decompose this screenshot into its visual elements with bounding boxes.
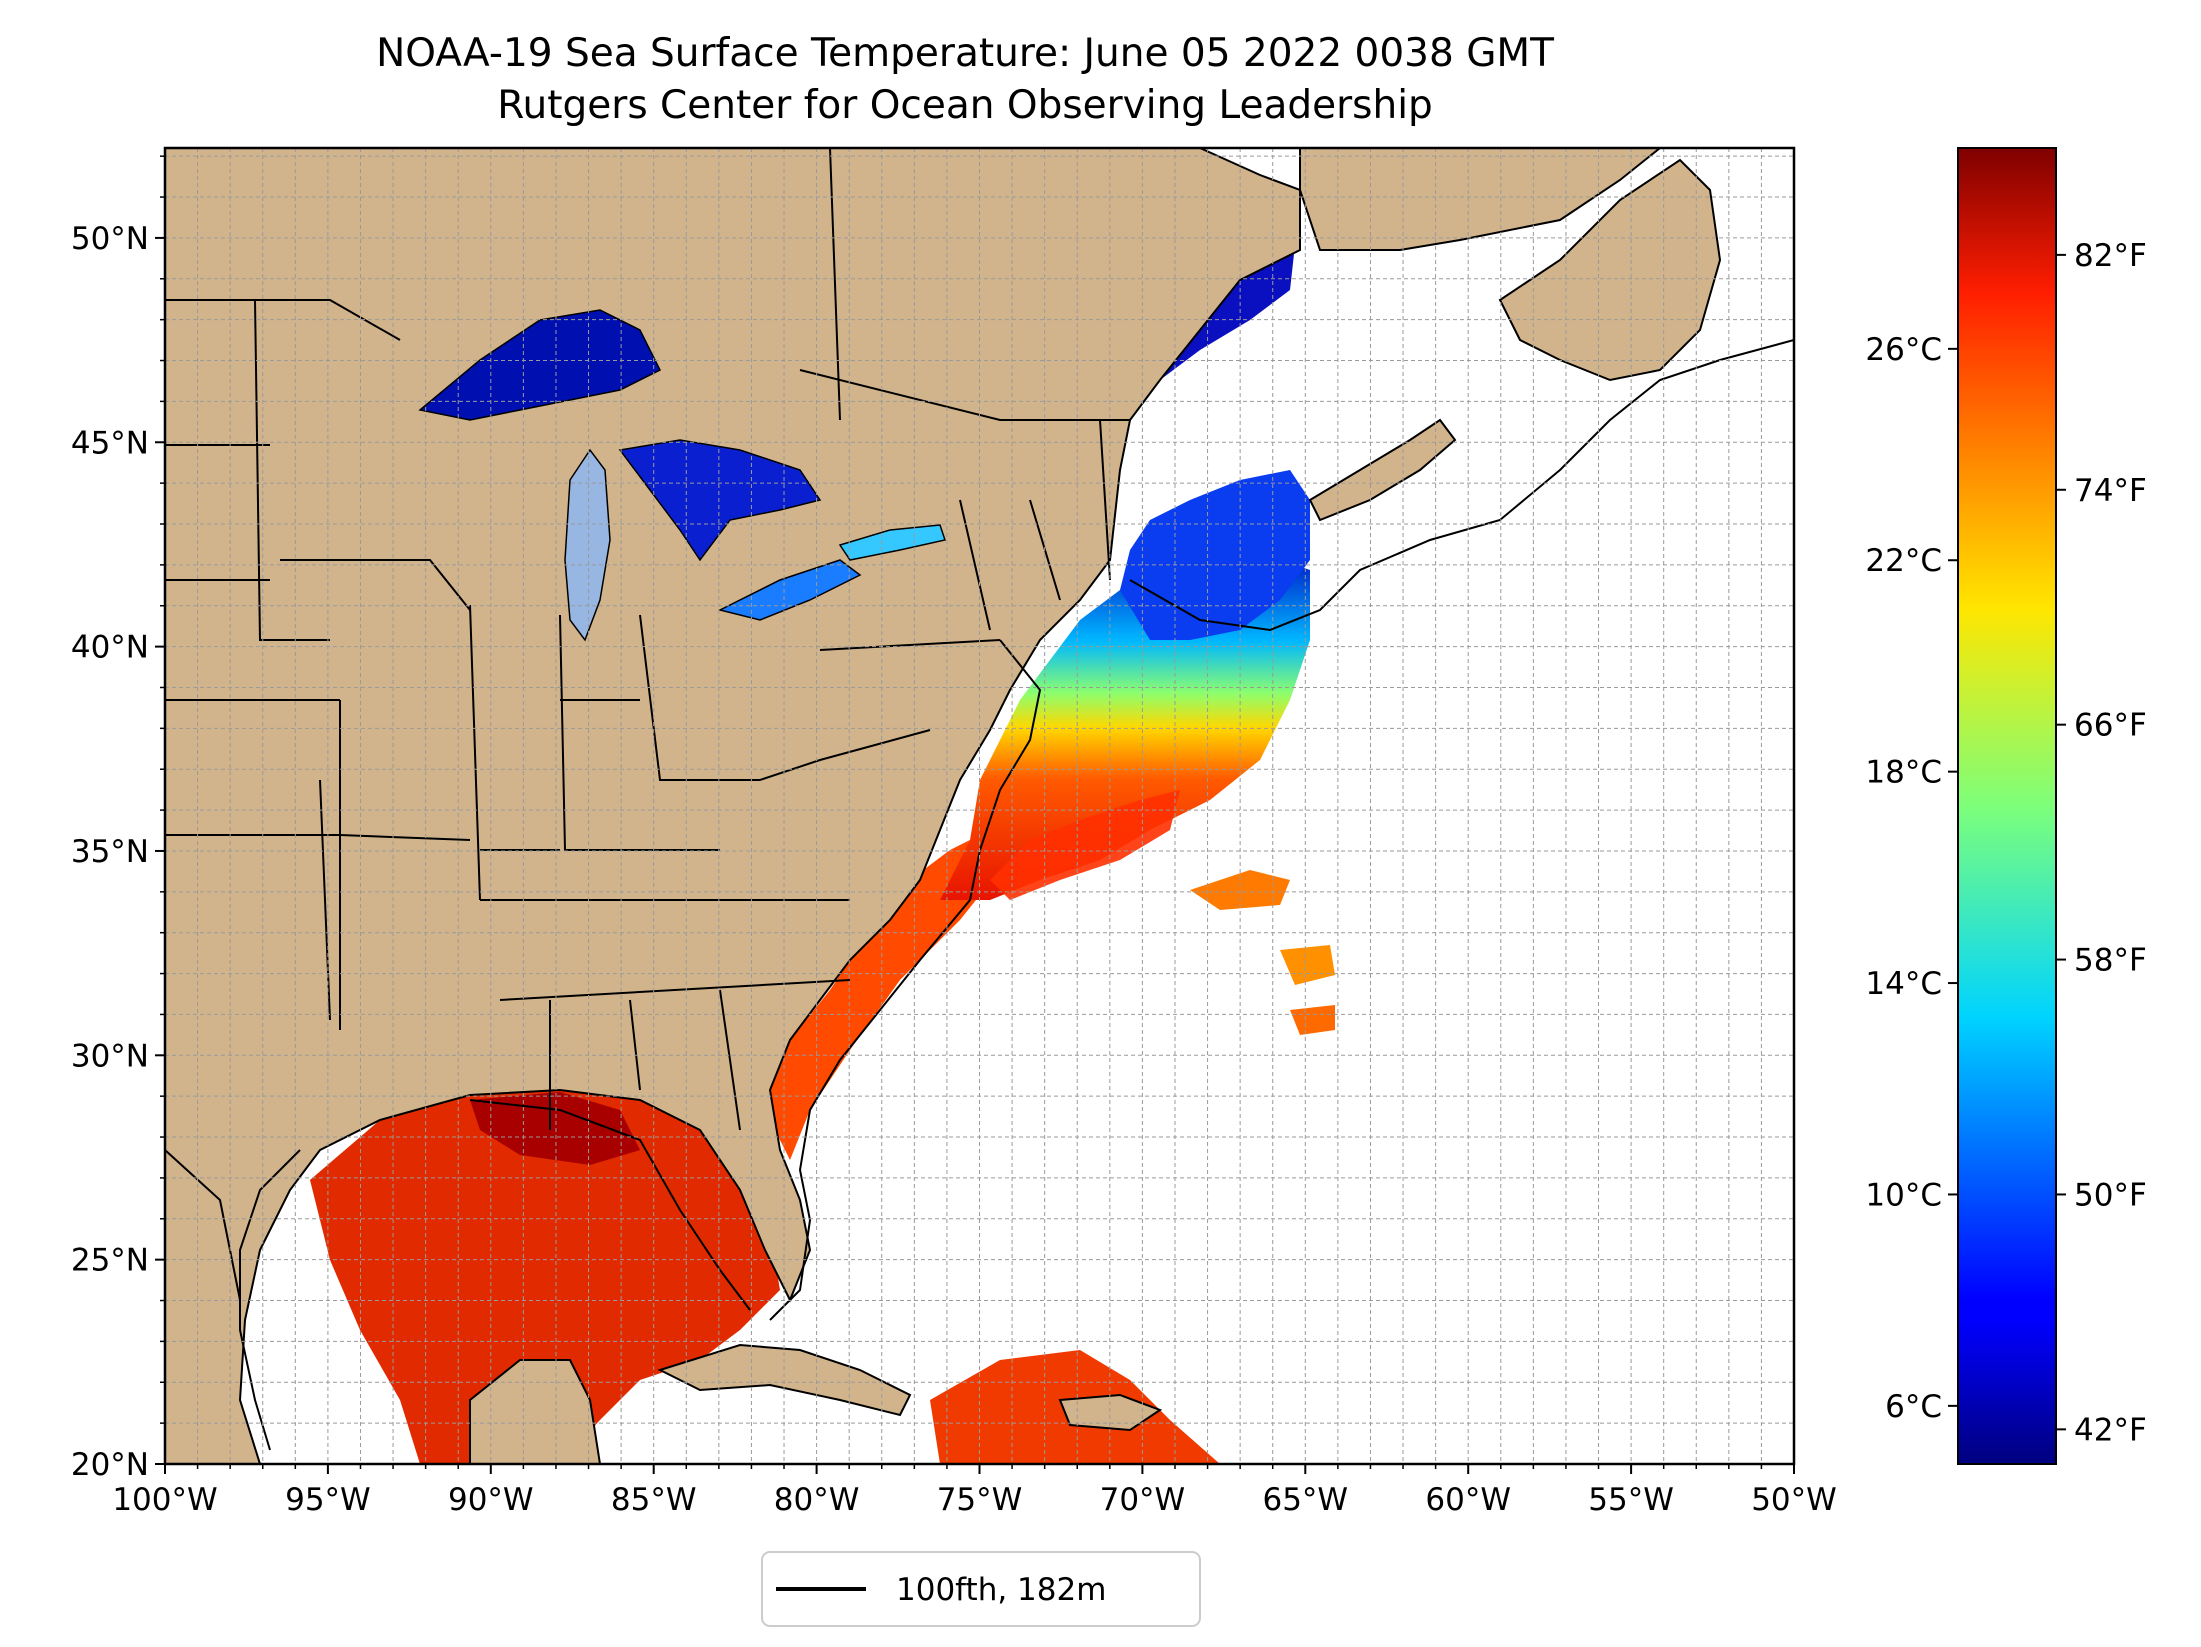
colorbar-fahrenheit-label: 82°F [2074,238,2147,274]
x-tick-label: 80°W [774,1482,860,1518]
y-tick-label: 30°N [71,1038,149,1074]
lake-superior [418,309,662,421]
land-cuba [657,1343,912,1417]
colorbar-fahrenheit-label: 66°F [2074,708,2147,744]
lake-erie [717,559,862,621]
political-borders [165,148,1130,1301]
x-tick-label: 100°W [112,1482,217,1518]
colorbar-celsius-label: 14°C [1865,966,1942,1002]
land-layer [165,148,1722,1464]
sst-southeast-coast [760,830,1000,1160]
y-tick-label: 50°N [71,221,149,257]
colorbar-gradient [1957,147,2057,1465]
x-tick-label: 60°W [1425,1482,1511,1518]
land-nova-scotia [1308,418,1457,522]
land-newfoundland [1498,158,1722,382]
colorbar-celsius-label: 18°C [1865,755,1942,791]
colorbar-celsius-label: 26°C [1865,332,1942,368]
map-panel [165,148,1794,1464]
title-line-2: Rutgers Center for Ocean Observing Leade… [497,83,1433,128]
sst-gulf-of-maine [1120,470,1310,640]
sst-offshore-patch-2 [1280,945,1335,985]
lake-ontario [838,524,946,561]
legend: 100fth, 182m [761,1551,1201,1627]
y-tick-label: 35°N [71,834,149,870]
colorbar-fahrenheit-label: 42°F [2074,1412,2147,1448]
great-lakes-layer [418,309,946,642]
colorbar-fahrenheit-label: 50°F [2074,1177,2147,1213]
colorbar-fahrenheit-label: 58°F [2074,943,2147,979]
land-yucatan [469,1359,602,1464]
land-north-america [165,148,1301,1464]
colorbar-fahrenheit-ticks: 42°F 50°F 58°F 66°F 74°F 82°F [2056,238,2147,1448]
sst-gulf-dark-north [470,1092,640,1165]
x-tick-label: 50°W [1751,1482,1837,1518]
y-tick-label: 20°N [71,1447,149,1483]
y-tick-label: 40°N [71,630,149,666]
y-axis-ticks: 20°N 25°N 30°N 35°N 40°N 45°N 50°N [71,155,165,1483]
sst-mid-atlantic-band [940,555,1310,900]
x-axis-ticks: 100°W 95°W 90°W 85°W 80°W 75°W 70°W 65°W 60°W 55°… [112,1464,1837,1518]
x-tick-label: 85°W [611,1482,697,1518]
sst-warm-core [990,790,1180,900]
colorbar: 6°C 10°C 14°C 18°C 22°C 26°C 42°F 50°F 58°F 66°F… [1865,147,2147,1465]
legend-label: 100fth, 182m [896,1572,1106,1608]
x-tick-label: 55°W [1588,1482,1674,1518]
colorbar-celsius-label: 6°C [1885,1389,1942,1425]
x-tick-label: 70°W [1100,1482,1186,1518]
x-tick-label: 75°W [937,1482,1023,1518]
y-tick-label: 45°N [71,425,149,461]
legend-box [761,1551,1201,1627]
title-line-1: NOAA-19 Sea Surface Temperature: June 05… [376,31,1554,76]
x-tick-label: 90°W [448,1482,534,1518]
x-tick-label: 65°W [1262,1482,1348,1518]
map-gridlines [165,148,1794,1464]
lake-michigan [564,448,611,642]
colorbar-celsius-label: 10°C [1865,1177,1942,1213]
colorbar-fahrenheit-label: 74°F [2074,473,2147,509]
x-tick-label: 95°W [285,1482,371,1518]
lake-huron [618,439,822,562]
isobath-100fth [239,339,1794,1451]
y-tick-label: 25°N [71,1243,149,1279]
colorbar-celsius-label: 22°C [1865,543,1942,579]
sst-offshore-patch-3 [1290,1005,1335,1035]
land-labrador [1299,148,1662,251]
colorbar-celsius-ticks: 6°C 10°C 14°C 18°C 22°C 26°C [1865,332,1958,1425]
